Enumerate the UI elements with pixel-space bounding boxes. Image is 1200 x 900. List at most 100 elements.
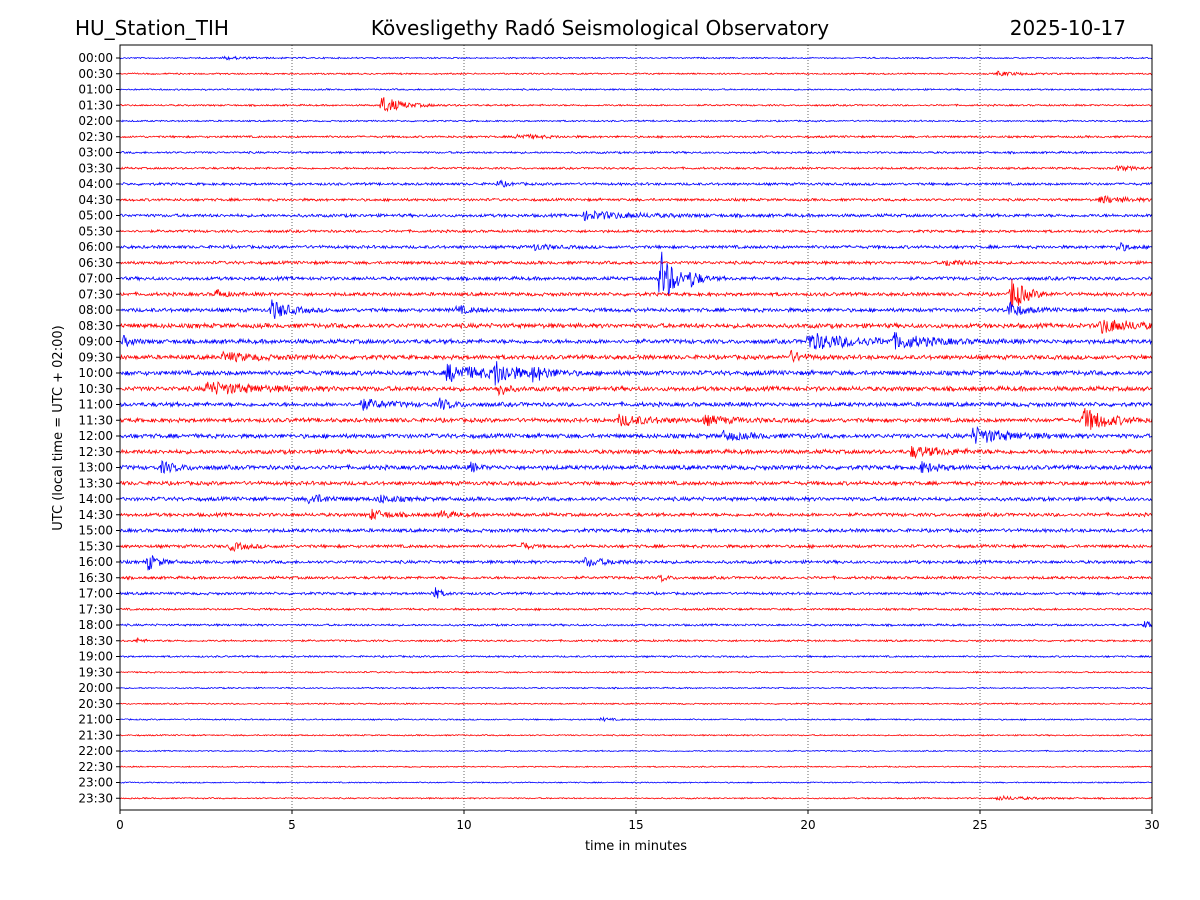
trace-1000 [119,361,1153,386]
y-tick-label: 05:30 [78,224,113,238]
x-axis-label: time in minutes [585,839,687,854]
trace-0300 [119,150,1153,155]
y-tick-label: 09:30 [78,350,113,364]
trace-2000 [119,686,1153,690]
y-tick-label: 17:00 [78,587,113,601]
y-tick-label: 15:00 [78,524,113,538]
trace-1630 [119,574,1153,584]
plot-frame [119,44,1153,811]
trace-1430 [119,508,1153,520]
y-tick-label: 16:30 [78,571,113,585]
trace-0630 [119,259,1153,267]
trace-1300 [119,460,1153,475]
y-tick-label: 04:00 [78,177,113,191]
trace-0800 [119,299,1153,319]
trace-1930 [119,670,1153,674]
trace-1130 [119,407,1153,430]
x-ticks: 0 5 10 15 20 25 30 [116,810,1160,832]
chart-title: Kövesligethy Radó Seismological Observat… [371,16,829,40]
y-tick-label: 01:30 [78,98,113,112]
x-tick-label: 0 [116,818,124,832]
trace-0400 [119,179,1153,188]
y-tick-label: 14:30 [78,508,113,522]
y-tick-label: 22:00 [78,744,113,758]
trace-2100 [119,716,1152,723]
y-tick-label: 02:00 [78,114,113,128]
y-tick-label: 07:00 [78,272,113,286]
trace-0100 [119,87,1153,92]
trace-1030 [119,381,1153,397]
y-tick-label: 19:30 [78,665,113,679]
y-tick-label: 18:30 [78,634,113,648]
x-tick-label: 20 [800,818,815,832]
trace-0500 [119,210,1153,222]
y-tick-label: 23:30 [78,791,113,805]
trace-1600 [119,555,1153,571]
y-tick-label: 09:00 [78,335,113,349]
x-tick-label: 10 [456,818,471,832]
y-tick-label: 06:30 [78,256,113,270]
trace-1400 [119,494,1153,505]
trace-2330 [119,794,1153,801]
y-tick-label: 00:00 [78,51,113,65]
trace-1800 [119,620,1153,629]
trace-1230 [119,445,1153,460]
y-tick-label: 20:30 [78,697,113,711]
y-tick-label: 13:30 [78,476,113,490]
y-tick-label: 19:00 [78,650,113,664]
y-tick-label: 08:30 [78,319,113,333]
trace-0030 [119,70,1153,77]
trace-0830 [119,319,1153,334]
x-tick-label: 25 [972,818,987,832]
trace-1330 [119,479,1153,487]
trace-1730 [119,607,1153,612]
trace-1200 [119,425,1153,444]
trace-2300 [119,781,1153,784]
y-tick-label: 07:30 [78,287,113,301]
trace-0200 [119,119,1153,123]
trace-0330 [119,165,1153,173]
station-name: HU_Station_TIH [75,16,229,40]
trace-2230 [119,765,1152,769]
chart-date: 2025-10-17 [1010,16,1126,40]
y-tick-label: 18:00 [78,618,113,632]
trace-2030 [119,702,1153,706]
x-tick-label: 15 [628,818,643,832]
y-tick-label: 03:30 [78,161,113,175]
y-tick-label: 21:00 [78,713,113,727]
y-tick-label: 17:30 [78,602,113,616]
trace-0600 [120,241,1153,252]
trace-0000 [119,55,1153,61]
trace-1100 [119,397,1153,411]
y-tick-label: 16:00 [78,555,113,569]
trace-0530 [119,228,1153,234]
y-tick-label: 11:30 [78,413,113,427]
trace-1500 [119,527,1153,534]
y-tick-label: 04:30 [78,193,113,207]
y-tick-label: 12:30 [78,445,113,459]
y-tick-label: 03:00 [78,146,113,160]
y-tick-label: 21:30 [78,728,113,742]
y-tick-label: 08:00 [78,303,113,317]
trace-1900 [119,654,1153,659]
y-tick-label: 05:00 [78,209,113,223]
y-tick-label: 15:30 [78,539,113,553]
y-tick-label: 23:00 [78,776,113,790]
y-tick-label: 01:00 [78,83,113,97]
trace-2200 [119,749,1152,753]
trace-0430 [119,195,1153,204]
trace-1530 [119,541,1153,553]
x-tick-label: 30 [1144,818,1159,832]
seismic-traces [119,55,1153,801]
y-tick-label: 14:00 [78,492,113,506]
trace-0700 [119,251,1153,296]
y-tick-label: 00:30 [78,67,113,81]
trace-0130 [119,97,1153,113]
trace-2130 [119,733,1153,737]
y-tick-label: 10:30 [78,382,113,396]
y-tick-label: 12:00 [78,429,113,443]
trace-1700 [119,587,1153,599]
y-tick-label: 02:30 [78,130,113,144]
